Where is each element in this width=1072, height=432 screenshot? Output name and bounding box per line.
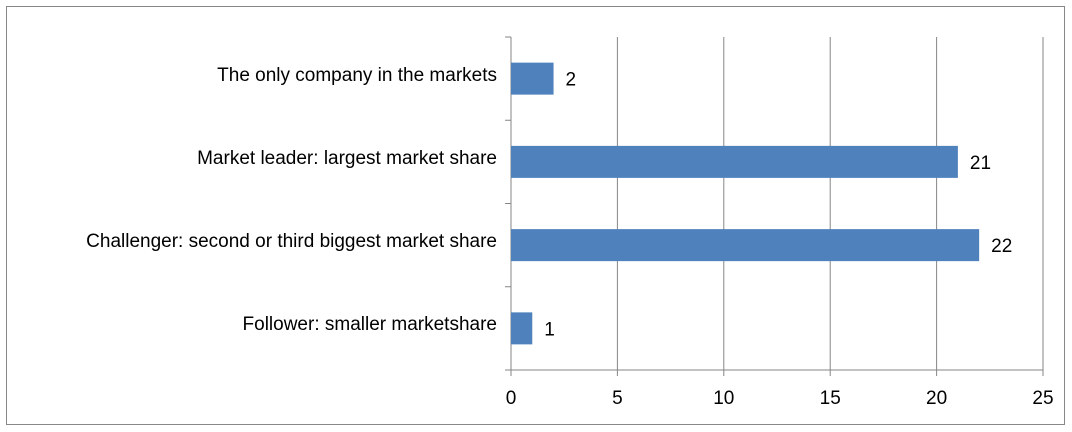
- x-tick-label: 5: [612, 388, 623, 409]
- bar: [511, 229, 980, 262]
- category-label-box: Challenger: second or third biggest mark…: [12, 230, 497, 254]
- category-label-box: Follower: smaller marketshare: [12, 313, 497, 337]
- category-label-box: Market leader: largest market share: [12, 147, 497, 171]
- value-label: 22: [991, 236, 1012, 257]
- x-tick-label: 25: [1032, 388, 1053, 409]
- value-label: 2: [566, 70, 577, 91]
- x-tick-label: 20: [926, 388, 947, 409]
- bar: [511, 145, 958, 178]
- y-tick-label: The only company in the markets: [217, 64, 497, 86]
- bar: [511, 312, 533, 345]
- bar: [511, 62, 554, 95]
- y-tick-label: Challenger: second or third biggest mark…: [86, 231, 497, 253]
- x-tick-label: 15: [820, 388, 841, 409]
- value-label: 1: [544, 319, 555, 340]
- x-tick-label: 0: [506, 388, 517, 409]
- category-label-box: The only company in the markets: [12, 64, 497, 88]
- y-tick-label: Follower: smaller marketshare: [242, 314, 497, 336]
- y-tick-label: Market leader: largest market share: [197, 147, 497, 169]
- value-label: 21: [970, 153, 991, 174]
- x-tick-label: 10: [713, 388, 734, 409]
